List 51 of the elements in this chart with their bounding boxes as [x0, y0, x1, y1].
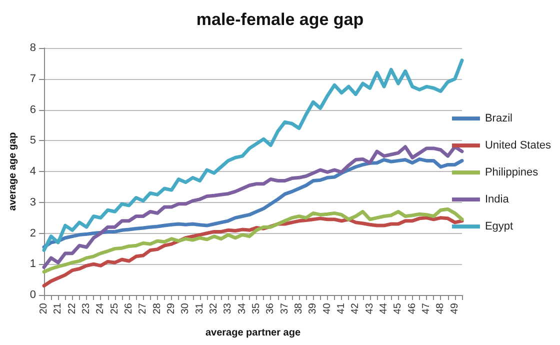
x-tick-label: 24 — [95, 302, 106, 314]
x-tick-label: 21 — [52, 302, 64, 314]
y-tick-label: 4 — [30, 166, 36, 178]
x-tick-label: 42 — [350, 302, 362, 314]
x-tick-label: 22 — [66, 302, 78, 314]
x-tick-label: 31 — [194, 302, 206, 314]
x-tick-label: 39 — [308, 302, 319, 314]
line-series — [42, 58, 464, 252]
x-tick-label: 43 — [364, 302, 376, 314]
legend-label: India — [484, 194, 510, 206]
x-tick-label: 37 — [279, 302, 290, 314]
y-tick-label: 3 — [30, 196, 36, 208]
y-tick-label: 7 — [30, 72, 36, 85]
legend-label: Philippines — [484, 166, 539, 178]
line-series — [42, 145, 464, 269]
x-tick-label: 45 — [392, 302, 404, 314]
x-tick-label: 30 — [180, 302, 192, 314]
x-axis-title: average partner age — [205, 328, 301, 338]
x-tick-label: 28 — [152, 302, 163, 314]
chart-title: male-female age gap — [196, 10, 364, 29]
y-tick-label: 5 — [30, 134, 36, 147]
legend-label: Brazil — [484, 112, 512, 124]
y-tick-label: 2 — [30, 227, 36, 240]
x-tick-label: 32 — [208, 302, 220, 314]
y-tick-label: 0 — [30, 289, 36, 301]
line-series — [42, 207, 464, 274]
x-tick-label: 29 — [166, 302, 178, 314]
x-tick-label: 44 — [378, 302, 390, 314]
x-tick-label: 40 — [322, 302, 333, 314]
x-tick-label: 47 — [421, 302, 432, 314]
x-tick-label: 23 — [81, 302, 92, 314]
y-tick-label: 8 — [30, 42, 36, 54]
x-tick-label: 36 — [265, 302, 276, 314]
legend-label: Egypt — [484, 220, 514, 232]
y-tick-label: 1 — [30, 258, 36, 270]
x-tick-label: 26 — [124, 302, 135, 314]
x-tick-label: 38 — [294, 302, 305, 314]
x-tick-label: 25 — [109, 302, 120, 314]
x-tick-label: 49 — [449, 302, 460, 314]
x-tick-label: 34 — [236, 302, 248, 314]
x-tick-label: 35 — [251, 302, 262, 314]
x-tick-label: 20 — [38, 302, 50, 314]
y-axis-title: average age gap — [8, 132, 18, 211]
x-tick-label: 33 — [222, 302, 234, 314]
line-series — [42, 157, 464, 249]
x-tick-label: 48 — [435, 302, 446, 314]
x-tick-label: 46 — [406, 302, 418, 314]
legend-label: United States — [484, 140, 552, 152]
x-tick-label: 41 — [336, 302, 348, 314]
x-tick-label: 27 — [138, 302, 149, 314]
y-tick-label: 6 — [30, 104, 36, 116]
